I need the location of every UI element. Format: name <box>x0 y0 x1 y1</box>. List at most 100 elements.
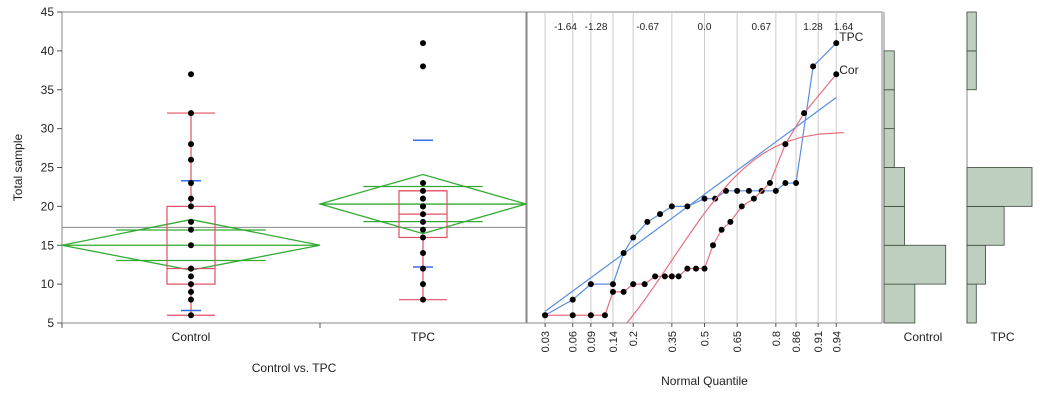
data-point <box>188 180 194 187</box>
nq-point <box>738 203 745 210</box>
nq-bottom-tick-label: 0.03 <box>540 331 552 352</box>
nq-point <box>782 180 789 187</box>
nq-point <box>701 195 708 202</box>
nq-bottom-tick-label: 0.14 <box>608 331 620 352</box>
hist-bar <box>883 167 905 207</box>
nq-point <box>810 63 817 70</box>
nq-point <box>587 281 594 288</box>
hist-bar <box>966 11 977 52</box>
data-point <box>188 218 194 225</box>
nq-point <box>609 288 616 295</box>
x-axis-label: Control vs. TPC <box>252 361 337 375</box>
nq-series-label: TPC <box>839 30 863 44</box>
data-point <box>420 63 426 70</box>
nq-point <box>745 187 752 194</box>
data-point <box>188 71 194 78</box>
hist-bar <box>883 89 895 130</box>
x-category-label: Control <box>172 330 211 344</box>
nq-bottom-tick-label: 0.65 <box>732 331 744 352</box>
nq-point <box>542 312 549 319</box>
nq-point <box>630 234 637 241</box>
nq-bottom-tick-label: 0.35 <box>667 331 679 352</box>
nq-point <box>727 218 734 225</box>
nq-bottom-tick-label: 0.94 <box>831 331 843 352</box>
nq-top-tick-label: -0.67 <box>636 22 659 33</box>
data-point <box>420 218 426 225</box>
nq-point <box>587 312 594 319</box>
y-tick-label: 15 <box>41 238 55 252</box>
nq-point <box>569 312 576 319</box>
nq-point <box>833 40 840 47</box>
data-point <box>188 312 194 319</box>
hist-bar <box>966 167 1033 207</box>
nq-point <box>710 242 717 249</box>
x-category-label: TPC <box>411 330 435 344</box>
y-tick-label: 35 <box>41 83 55 97</box>
nq-top-tick-label: 0.67 <box>752 22 772 33</box>
y-tick-label: 45 <box>41 5 55 19</box>
data-point <box>420 195 426 202</box>
nq-point <box>609 281 616 288</box>
nq-point <box>569 296 576 303</box>
hist-bar <box>883 128 895 168</box>
data-point <box>420 180 426 187</box>
data-point <box>188 273 194 280</box>
nq-point <box>692 265 699 272</box>
data-point <box>188 203 194 210</box>
nq-point <box>782 141 789 148</box>
nq-point <box>701 265 708 272</box>
hist-group-label: TPC <box>991 330 1015 344</box>
nq-point <box>684 265 691 272</box>
nq-point <box>657 211 664 218</box>
nq-point <box>734 187 741 194</box>
nq-point <box>620 250 627 257</box>
nq-top-tick-label: -1.28 <box>585 22 608 33</box>
nq-bottom-tick-label: 0.5 <box>700 331 712 346</box>
data-point <box>420 234 426 241</box>
data-point <box>420 296 426 303</box>
data-point <box>188 141 194 148</box>
nq-point <box>750 195 757 202</box>
nq-point <box>801 110 808 117</box>
data-point <box>420 40 426 47</box>
data-point <box>420 203 426 210</box>
data-point <box>420 281 426 288</box>
nq-point <box>620 288 627 295</box>
data-point <box>188 281 194 288</box>
nq-top-tick-label: 0.0 <box>698 22 712 33</box>
y-tick-label: 10 <box>41 277 55 291</box>
nq-point <box>675 273 682 280</box>
nq-point <box>684 203 691 210</box>
oneway-frame <box>61 11 527 324</box>
nq-bottom-tick-label: 0.8 <box>771 331 783 346</box>
nq-point <box>630 281 637 288</box>
data-point <box>188 288 194 295</box>
data-point <box>420 211 426 218</box>
nq-point <box>641 281 648 288</box>
y-tick-label: 20 <box>41 199 55 213</box>
hist-bar <box>883 50 895 91</box>
nq-point <box>601 312 608 319</box>
nq-series-label: Cor <box>839 63 858 77</box>
nq-top-tick-label: 1.28 <box>803 22 823 33</box>
hist-bar <box>966 244 986 285</box>
hist-bar <box>966 283 977 324</box>
nq-point <box>668 273 675 280</box>
data-point <box>188 296 194 303</box>
data-point <box>188 242 194 249</box>
hist-bar <box>883 244 947 285</box>
nq-axis-label: Normal Quantile <box>661 374 748 388</box>
nq-point <box>772 187 779 194</box>
data-point <box>188 265 194 272</box>
hist-bar <box>966 205 1005 246</box>
nq-point <box>644 218 651 225</box>
data-point <box>188 195 194 202</box>
hist-group-label: Control <box>904 330 943 344</box>
nq-point <box>722 187 729 194</box>
data-point <box>188 110 194 117</box>
nq-point <box>718 226 725 233</box>
nq-bottom-tick-label: 0.86 <box>791 331 803 352</box>
control-quantile-line <box>545 73 837 316</box>
